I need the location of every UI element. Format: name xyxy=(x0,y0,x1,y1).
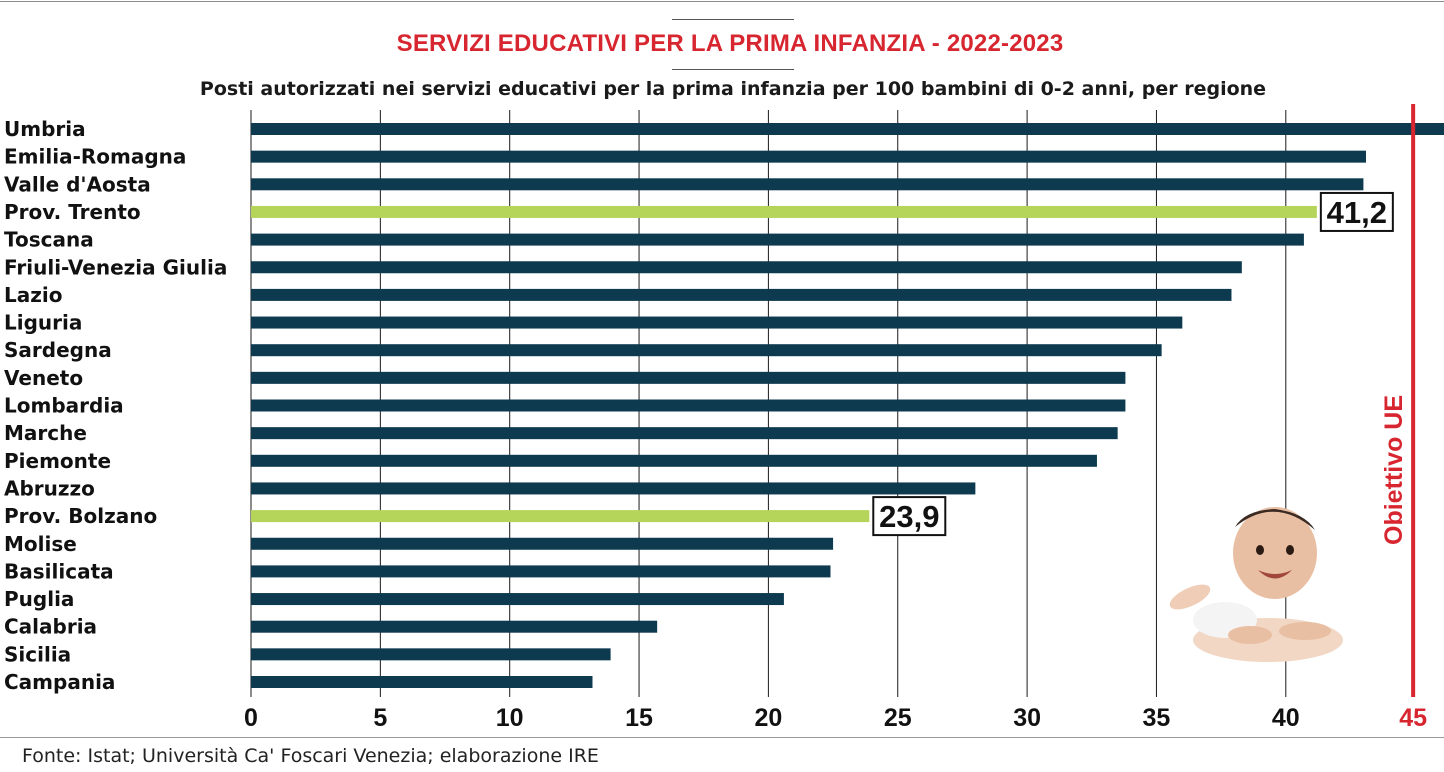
category-label: Valle d'Aosta xyxy=(4,172,151,196)
bar-sardegna xyxy=(251,344,1162,357)
target-tick-label: 45 xyxy=(1399,704,1427,732)
x-tick-label: 40 xyxy=(1272,704,1300,732)
target-label: Obiettivo UE xyxy=(1380,395,1408,545)
bar-veneto xyxy=(251,371,1126,384)
bar-puglia xyxy=(251,593,784,606)
category-label: Sicilia xyxy=(4,642,71,666)
bar-umbria xyxy=(251,123,1444,135)
bar-abruzzo xyxy=(251,482,976,495)
bar-piemonte xyxy=(251,454,1097,467)
category-label: Lombardia xyxy=(4,394,124,418)
bottom-border xyxy=(0,737,1444,738)
category-label: Emilia-Romagna xyxy=(4,145,186,169)
category-label: Lazio xyxy=(4,283,62,307)
category-label: Molise xyxy=(4,532,77,556)
bar-valle-d-aosta xyxy=(251,178,1364,191)
category-label: Campania xyxy=(4,670,115,694)
title-rule-top xyxy=(672,19,794,20)
x-tick-label: 5 xyxy=(373,704,387,732)
bar-sicilia xyxy=(251,648,611,661)
category-label: Sardegna xyxy=(4,338,112,362)
category-label: Piemonte xyxy=(4,449,111,473)
category-label: Calabria xyxy=(4,615,97,639)
data-label-box xyxy=(1319,191,1394,232)
x-tick-label: 30 xyxy=(1013,704,1041,732)
bar-lombardia xyxy=(251,399,1126,412)
category-label: Abruzzo xyxy=(4,476,95,500)
x-tick-labels: 0 5 10 15 20 25 30 35 40 xyxy=(244,704,1300,732)
bar-chart: 41,2 23,9 Umbria Emilia-Romagna Valle d'Aos… xyxy=(4,104,1444,732)
target-marker: 45 Obiettivo UE xyxy=(1380,104,1427,732)
category-labels: Umbria Emilia-Romagna Valle d'Aosta Prov. T… xyxy=(4,117,227,694)
x-tick-label: 0 xyxy=(244,704,258,732)
category-label: Veneto xyxy=(4,366,83,390)
bar-emilia-romagna xyxy=(251,150,1366,163)
category-label: Marche xyxy=(4,421,87,445)
bar-liguria xyxy=(251,316,1183,329)
bar-lazio xyxy=(251,288,1232,301)
x-tick-label: 20 xyxy=(754,704,782,732)
data-label: 41,2 xyxy=(1327,195,1387,230)
category-label: Friuli-Venezia Giulia xyxy=(4,255,227,279)
data-label: 23,9 xyxy=(879,499,939,534)
title-rule-bottom xyxy=(672,69,794,70)
bar-prov-trento xyxy=(251,205,1317,218)
x-tick-label: 15 xyxy=(625,704,653,732)
bar-friuli-venezia-giulia xyxy=(251,261,1242,274)
category-label: Umbria xyxy=(4,117,86,141)
source-note: Fonte: Istat; Università Ca' Foscari Ven… xyxy=(22,745,599,767)
x-tick-label: 35 xyxy=(1143,704,1171,732)
bar-calabria xyxy=(251,620,658,633)
category-label: Toscana xyxy=(4,228,94,252)
category-label: Liguria xyxy=(4,311,82,335)
category-label: Puglia xyxy=(4,587,74,611)
category-label: Basilicata xyxy=(4,559,114,583)
bar-basilicata xyxy=(251,565,831,578)
bars: 41,2 23,9 xyxy=(251,123,1444,688)
bar-toscana xyxy=(251,233,1304,246)
data-label-box xyxy=(872,496,947,537)
category-label: Prov. Bolzano xyxy=(4,504,157,528)
bar-molise xyxy=(251,537,834,550)
bar-marche xyxy=(251,427,1118,440)
bar-prov-bolzano xyxy=(251,510,870,523)
baby-photo-illustration xyxy=(1169,507,1343,662)
x-tick-label: 10 xyxy=(496,704,524,732)
top-border xyxy=(0,1,1444,2)
x-tick-label: 25 xyxy=(884,704,912,732)
chart-subtitle: Posti autorizzati nei servizi educativi … xyxy=(199,78,1267,100)
bar-campania xyxy=(251,676,593,688)
chart-title: SERVIZI EDUCATIVI PER LA PRIMA INFANZIA … xyxy=(396,30,1064,57)
category-label: Prov. Trento xyxy=(4,200,141,224)
